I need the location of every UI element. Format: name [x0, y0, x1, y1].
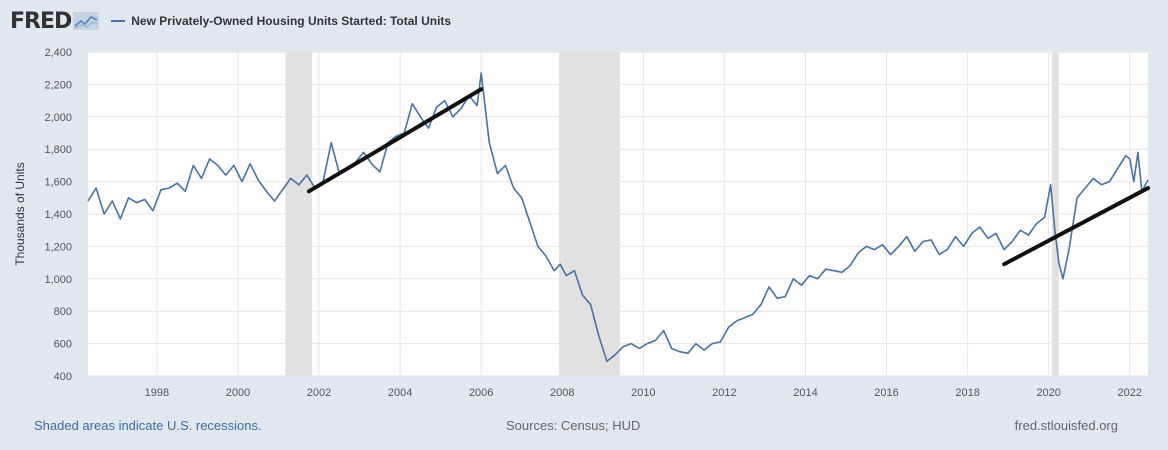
y-tick-label: 400: [54, 371, 72, 383]
x-tick-label: 2016: [874, 387, 898, 399]
x-tick-label: 2020: [1036, 387, 1060, 399]
legend-label[interactable]: New Privately-Owned Housing Units Starte…: [131, 14, 452, 28]
series-line[interactable]: [87, 72, 1149, 363]
sources-note: Sources: Census; HUD: [506, 418, 641, 433]
legend-swatch: [111, 20, 126, 22]
y-axis-label: Thousands of Units: [13, 162, 27, 265]
x-tick-label: 2004: [388, 387, 412, 399]
y-tick-label: 1,000: [44, 274, 72, 286]
y-tick-label: 800: [54, 306, 72, 318]
y-tick-label: 2,200: [44, 79, 72, 91]
x-tick-label: 2022: [1118, 387, 1142, 399]
x-tick-label: 2008: [550, 387, 574, 399]
x-tick-label: 2006: [469, 387, 493, 399]
site-link[interactable]: fred.stlouisfed.org: [1014, 418, 1118, 433]
chart-header: FRED New Privately-Owned Housing Units S…: [10, 6, 451, 36]
chart-legend: New Privately-Owned Housing Units Starte…: [111, 14, 451, 28]
x-tick-label: 2014: [793, 387, 817, 399]
y-tick-label: 600: [54, 339, 72, 351]
fred-logo-chart-icon: [73, 12, 100, 30]
x-tick-label: 2000: [226, 387, 250, 399]
x-tick-label: 2010: [631, 387, 655, 399]
y-tick-label: 2,000: [44, 112, 72, 124]
line-chart[interactable]: 400 600 800 1,000 1,200 1,400 1,600 1,800 2,000 2…: [0, 0, 1168, 400]
trend-line-annotation: [306, 87, 484, 194]
x-tick-label: 2002: [307, 387, 331, 399]
recession-note: Shaded areas indicate U.S. recessions.: [34, 418, 262, 433]
y-tick-label: 2,400: [44, 47, 72, 59]
y-tick-label: 1,200: [44, 241, 72, 253]
x-tick-label: 1998: [145, 387, 169, 399]
y-tick-label: 1,800: [44, 144, 72, 156]
fred-logo[interactable]: FRED: [10, 8, 72, 34]
y-tick-label: 1,600: [44, 177, 72, 189]
x-tick-label: 2012: [712, 387, 736, 399]
trend-line-annotation: [1002, 186, 1150, 267]
y-tick-label: 1,400: [44, 209, 72, 221]
x-tick-label: 2018: [955, 387, 979, 399]
